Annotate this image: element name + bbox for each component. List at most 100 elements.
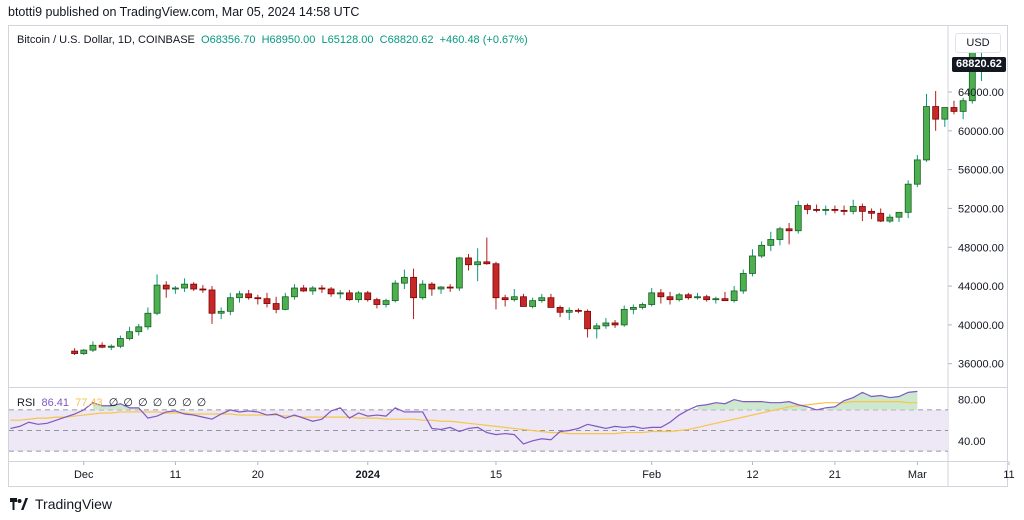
last-price-label: 68820.62 (952, 57, 1006, 72)
time-tick-label: Mar (908, 469, 927, 481)
candle-body (144, 312, 152, 328)
candle-body (785, 228, 793, 232)
candle-body (483, 261, 491, 265)
candle-body (190, 283, 198, 290)
candle-body (675, 294, 683, 301)
rsi-line (10, 390, 918, 445)
candle-body (602, 322, 610, 327)
tradingview-logo-icon (10, 498, 28, 510)
candle-body (474, 261, 482, 266)
candle-body (556, 307, 564, 313)
candle-body (107, 345, 115, 348)
time-tick-label: 15 (490, 469, 502, 481)
candle-body (254, 297, 262, 300)
candle-body (382, 300, 390, 305)
candle-body (804, 205, 811, 210)
candle-body (529, 300, 537, 307)
candle-body (281, 296, 289, 310)
candle-body (620, 308, 628, 326)
low-value: L65128.00 (321, 34, 374, 46)
candle-body (153, 284, 161, 314)
candle-body (455, 257, 463, 289)
price-tick-label: 44000.00 (958, 281, 1004, 293)
candle-body (840, 209, 848, 212)
candle-body (263, 298, 271, 304)
candle-body (877, 212, 885, 222)
candle-body (648, 292, 656, 305)
price-tick-label: 48000.00 (958, 242, 1004, 254)
candle-body (684, 294, 692, 299)
candle-body (941, 107, 949, 120)
candle-body (291, 287, 298, 298)
candle-body (318, 287, 326, 290)
candle-body (694, 296, 701, 299)
symbol-legend: Bitcoin / U.S. Dollar, 1D, COINBASE O683… (17, 34, 528, 46)
high-value: H68950.00 (261, 34, 316, 46)
price-tick-label: 40000.00 (958, 320, 1004, 332)
rsi-tick-label: 80.00 (958, 395, 986, 407)
price-tick-label: 60000.00 (958, 126, 1004, 138)
candle-body (520, 296, 527, 307)
candle-body (117, 338, 124, 347)
candle-body (400, 276, 408, 284)
candle-body (666, 296, 674, 301)
candle-body (923, 106, 930, 161)
candle-body (465, 257, 472, 266)
candle-body (794, 205, 802, 232)
candle-body (749, 255, 756, 274)
candle-body (126, 331, 133, 339)
candle-body (904, 183, 912, 213)
rsi-empty-values: ∅ ∅ ∅ ∅ ∅ ∅ ∅ (108, 397, 208, 409)
candle-body (135, 326, 143, 333)
candle-body (272, 303, 280, 310)
candle-body (510, 296, 518, 301)
candle-body (813, 209, 820, 211)
candle-body (629, 307, 637, 310)
time-tick-label: 11 (170, 469, 181, 481)
candle-body (355, 292, 362, 301)
footer-brand[interactable]: TradingView (8, 496, 112, 512)
candle-body (721, 298, 729, 302)
open-value: O68356.70 (201, 34, 256, 46)
candle-body (895, 211, 903, 218)
rsi-ma-line (10, 401, 918, 435)
rsi-tick-label: 40.00 (958, 436, 986, 448)
candle-body (373, 299, 381, 305)
candle-body (950, 107, 958, 112)
time-tick-label: 12 (746, 469, 758, 481)
candle-body (364, 292, 372, 301)
candle-body (171, 287, 179, 290)
time-tick-label: Feb (642, 469, 661, 481)
currency-button[interactable]: USD (955, 33, 1001, 53)
candle-body (419, 283, 427, 299)
rsi-value: 86.41 (41, 397, 69, 409)
candle-body (501, 297, 509, 301)
candle-body (245, 293, 253, 299)
candle-body (226, 297, 234, 312)
candle-body (446, 286, 454, 289)
candle-body (913, 159, 921, 185)
time-tick-label: 21 (829, 469, 841, 481)
candle-body (739, 273, 747, 292)
candle-body (492, 263, 500, 299)
rsi-name: RSI (17, 397, 36, 409)
candle-body (327, 288, 335, 295)
price-tick-label: 56000.00 (958, 165, 1004, 177)
publish-header: btotti9 published on TradingView.com, Ma… (8, 5, 360, 19)
candle-body (162, 284, 170, 290)
candle-body (309, 287, 317, 292)
candle-body (410, 276, 417, 299)
price-tick-label: 52000.00 (958, 203, 1004, 215)
rsi-overbought-fill (825, 391, 918, 410)
candle-body (80, 349, 88, 354)
candle-body (657, 292, 665, 298)
candle-body (831, 209, 839, 211)
chart-frame (8, 25, 1008, 487)
candle-body (538, 297, 546, 302)
time-tick-label: 20 (252, 469, 264, 481)
candle-body (703, 296, 711, 301)
candle-body (346, 292, 353, 301)
candle-body (217, 310, 225, 314)
rsi-overbought-fill (92, 402, 139, 410)
